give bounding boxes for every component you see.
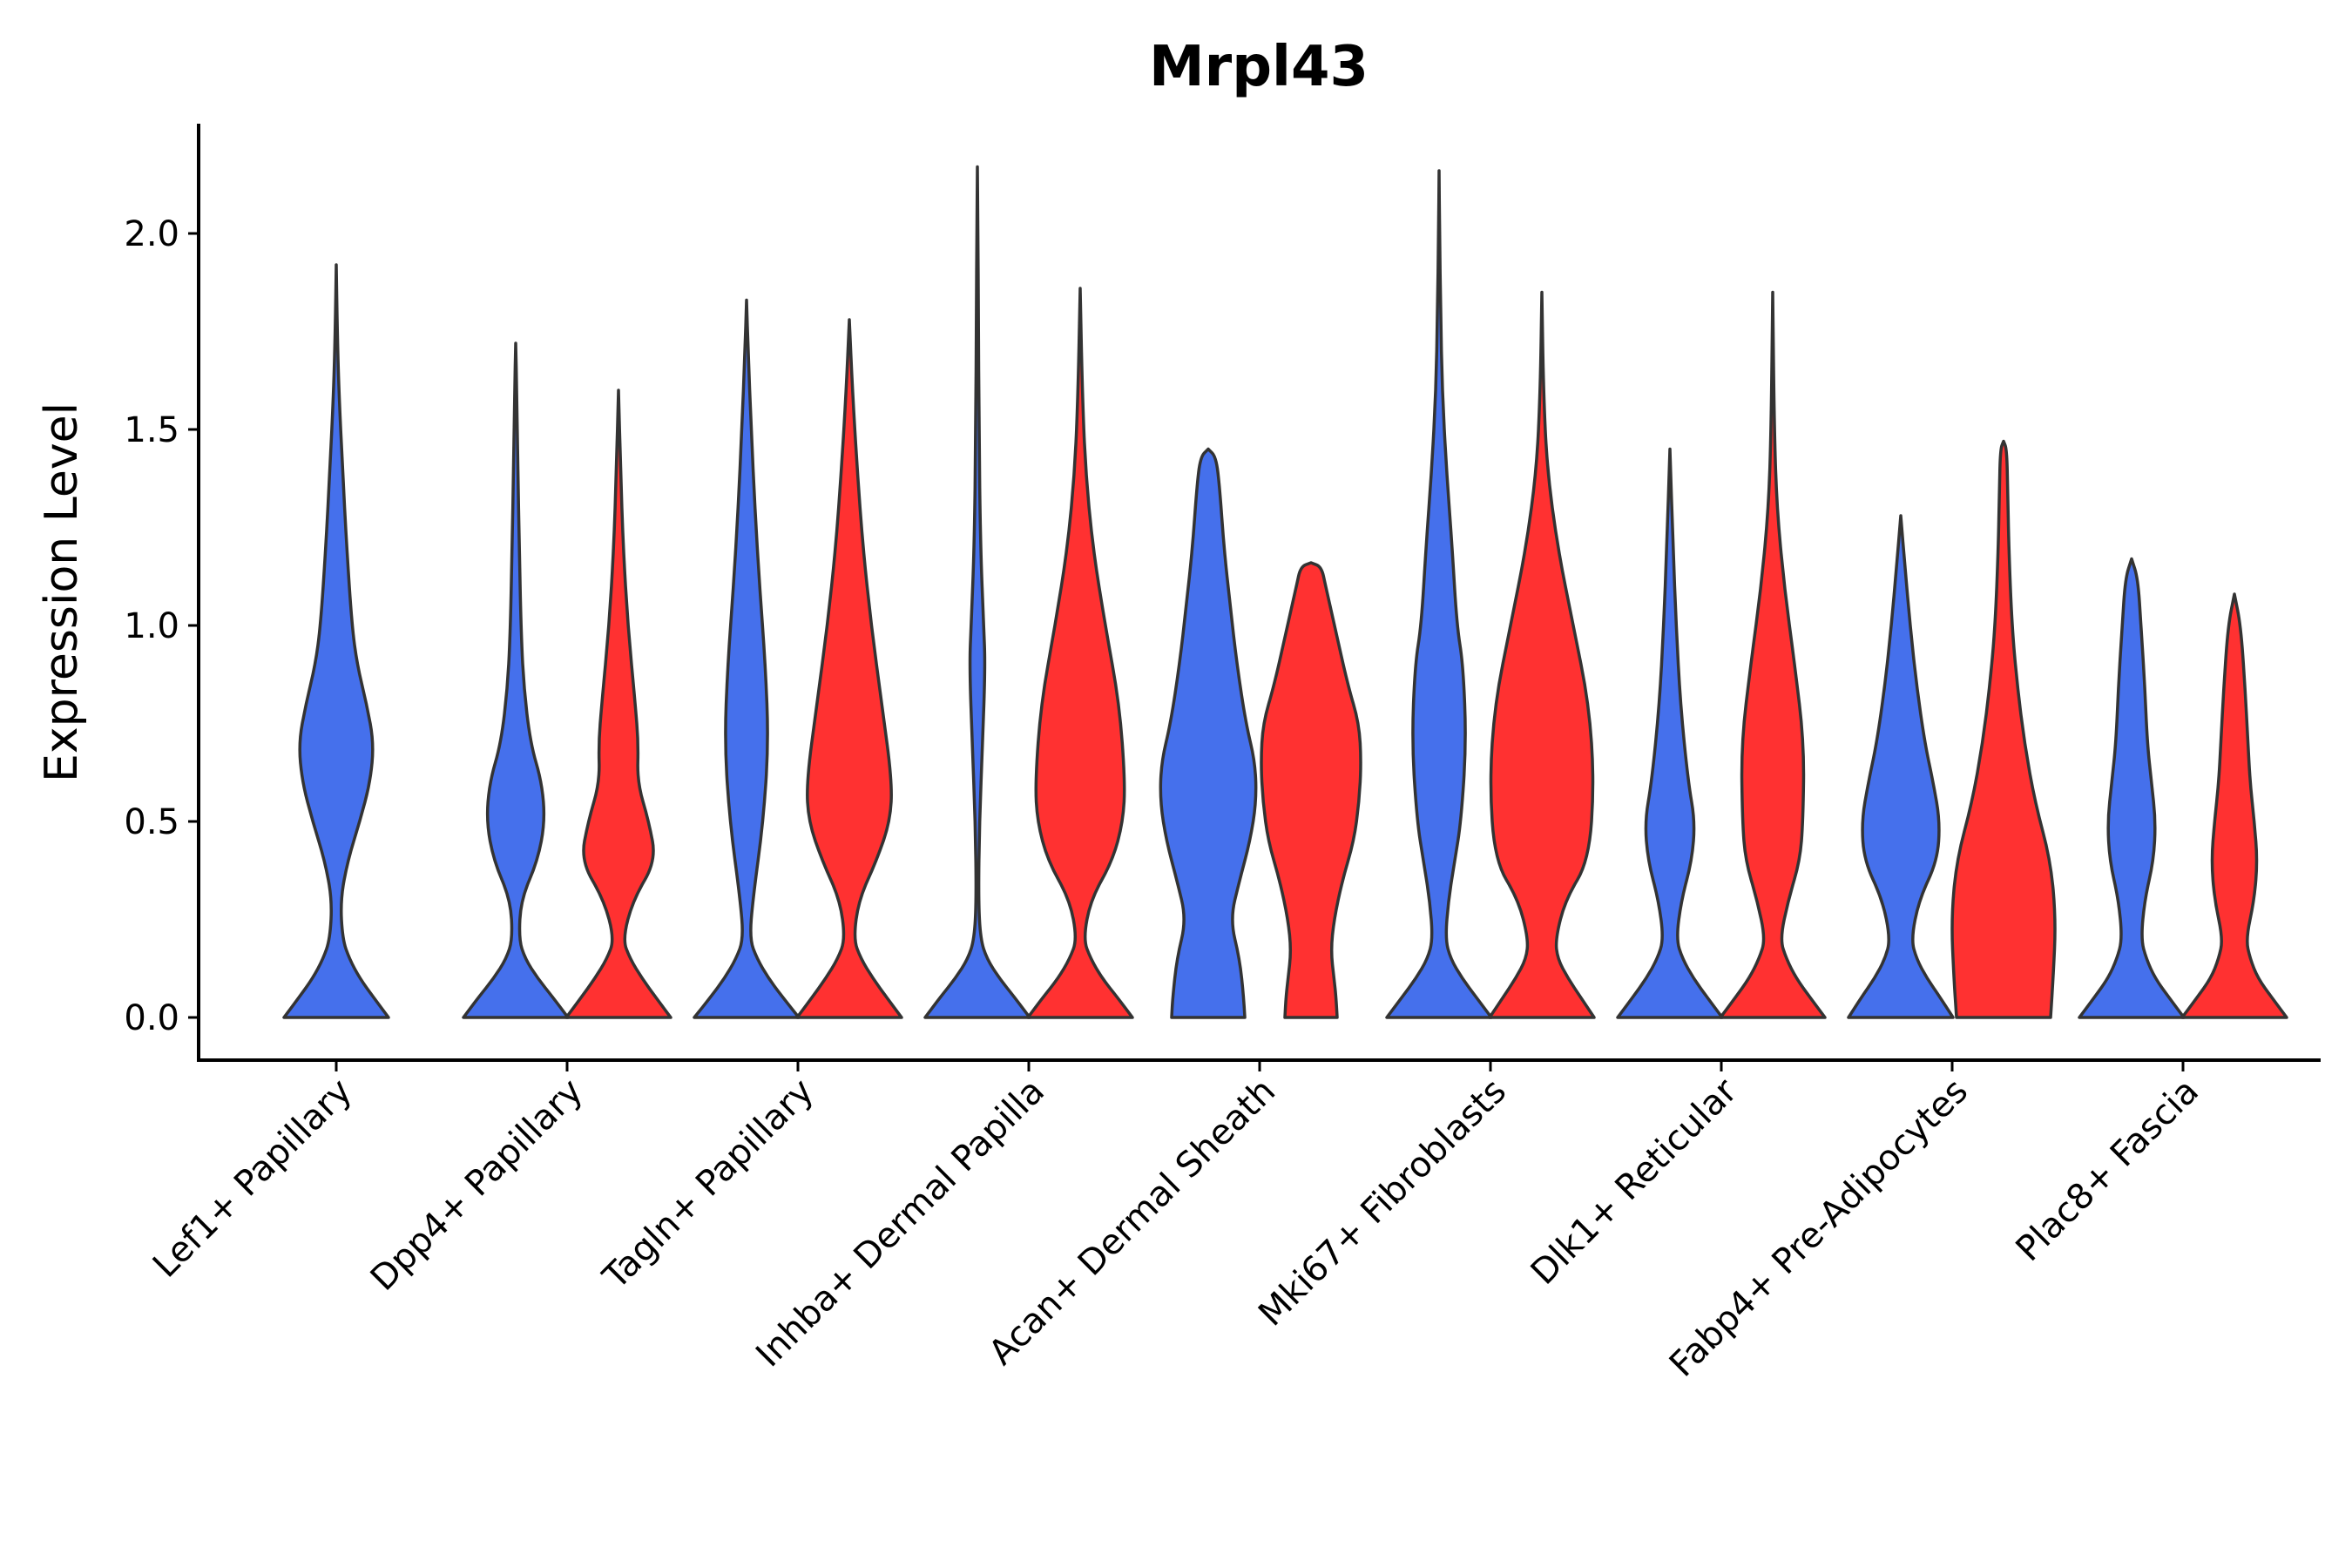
y-tick-label: 0.5 — [124, 802, 179, 842]
violin-5-group-2 — [1260, 561, 1362, 1019]
y-tick-label: 2.0 — [124, 214, 179, 254]
violin-1-group-1 — [282, 263, 390, 1019]
x-tick-label: Plac8+ Fascia — [2009, 1071, 2207, 1270]
x-tick-group: Lef1+ Papillary Dpp4+ Papillary Tagln+ Pap… — [145, 1060, 2207, 1385]
violin-7-group-1 — [1616, 447, 1724, 1019]
y-tick-group: 0.0 0.5 1.0 1.5 2.0 — [124, 214, 199, 1038]
violin-8-group-1 — [1847, 514, 1955, 1019]
chart-title: Mrpl43 — [1149, 35, 1369, 99]
x-tick-label: Lef1+ Papillary — [145, 1071, 360, 1286]
x-tick-label: Dpp4+ Papillary — [363, 1071, 591, 1299]
y-tick-label: 0.0 — [124, 998, 179, 1038]
x-tick-label: Tagln+ Papillary — [595, 1071, 821, 1298]
x-tick-label: Mki67+ Fibroblasts — [1251, 1071, 1514, 1335]
y-tick-label: 1.5 — [124, 410, 179, 450]
violin-3-group-1 — [693, 298, 801, 1019]
violin-7-group-2 — [1719, 290, 1827, 1019]
violin-4-group-1 — [923, 165, 1031, 1019]
violin-5-group-1 — [1159, 447, 1258, 1019]
violin-2-group-1 — [462, 341, 570, 1019]
violin-8-group-2 — [1950, 439, 2057, 1019]
y-tick-label: 1.0 — [124, 606, 179, 646]
violin-9-group-1 — [2078, 557, 2186, 1019]
violin-3-group-2 — [795, 318, 903, 1019]
violin-group — [282, 165, 2288, 1019]
violin-6-group-1 — [1385, 169, 1493, 1019]
violin-9-group-2 — [2180, 592, 2288, 1019]
violin-4-group-2 — [1026, 287, 1134, 1019]
x-tick-label: Dlk1+ Reticular — [1524, 1071, 1746, 1293]
violin-2-group-2 — [564, 389, 672, 1019]
violin-6-group-2 — [1488, 290, 1596, 1019]
y-axis-title: Expression Level — [36, 402, 88, 782]
